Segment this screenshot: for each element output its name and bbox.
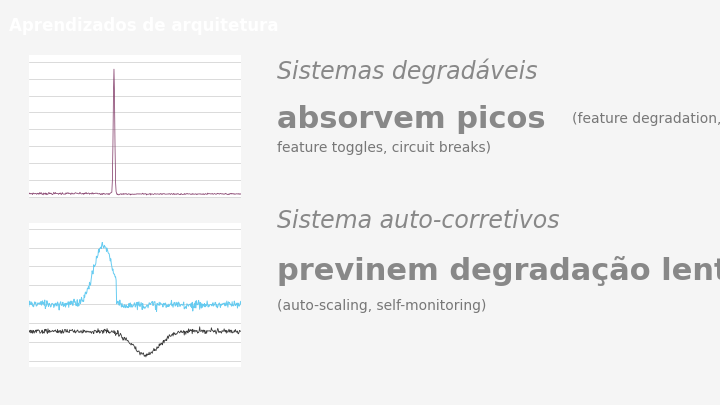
Text: feature toggles, circuit breaks): feature toggles, circuit breaks) xyxy=(277,141,491,155)
Text: (auto-scaling, self-monitoring): (auto-scaling, self-monitoring) xyxy=(277,299,487,313)
Text: previnem degradação lenta: previnem degradação lenta xyxy=(277,256,720,286)
Text: absorvem picos: absorvem picos xyxy=(277,105,546,134)
Text: Sistema auto-corretivos: Sistema auto-corretivos xyxy=(277,209,559,233)
Text: Sistemas degradáveis: Sistemas degradáveis xyxy=(277,58,538,83)
Text: (feature degradation,: (feature degradation, xyxy=(572,113,720,126)
Text: Aprendizados de arquitetura: Aprendizados de arquitetura xyxy=(9,17,279,34)
